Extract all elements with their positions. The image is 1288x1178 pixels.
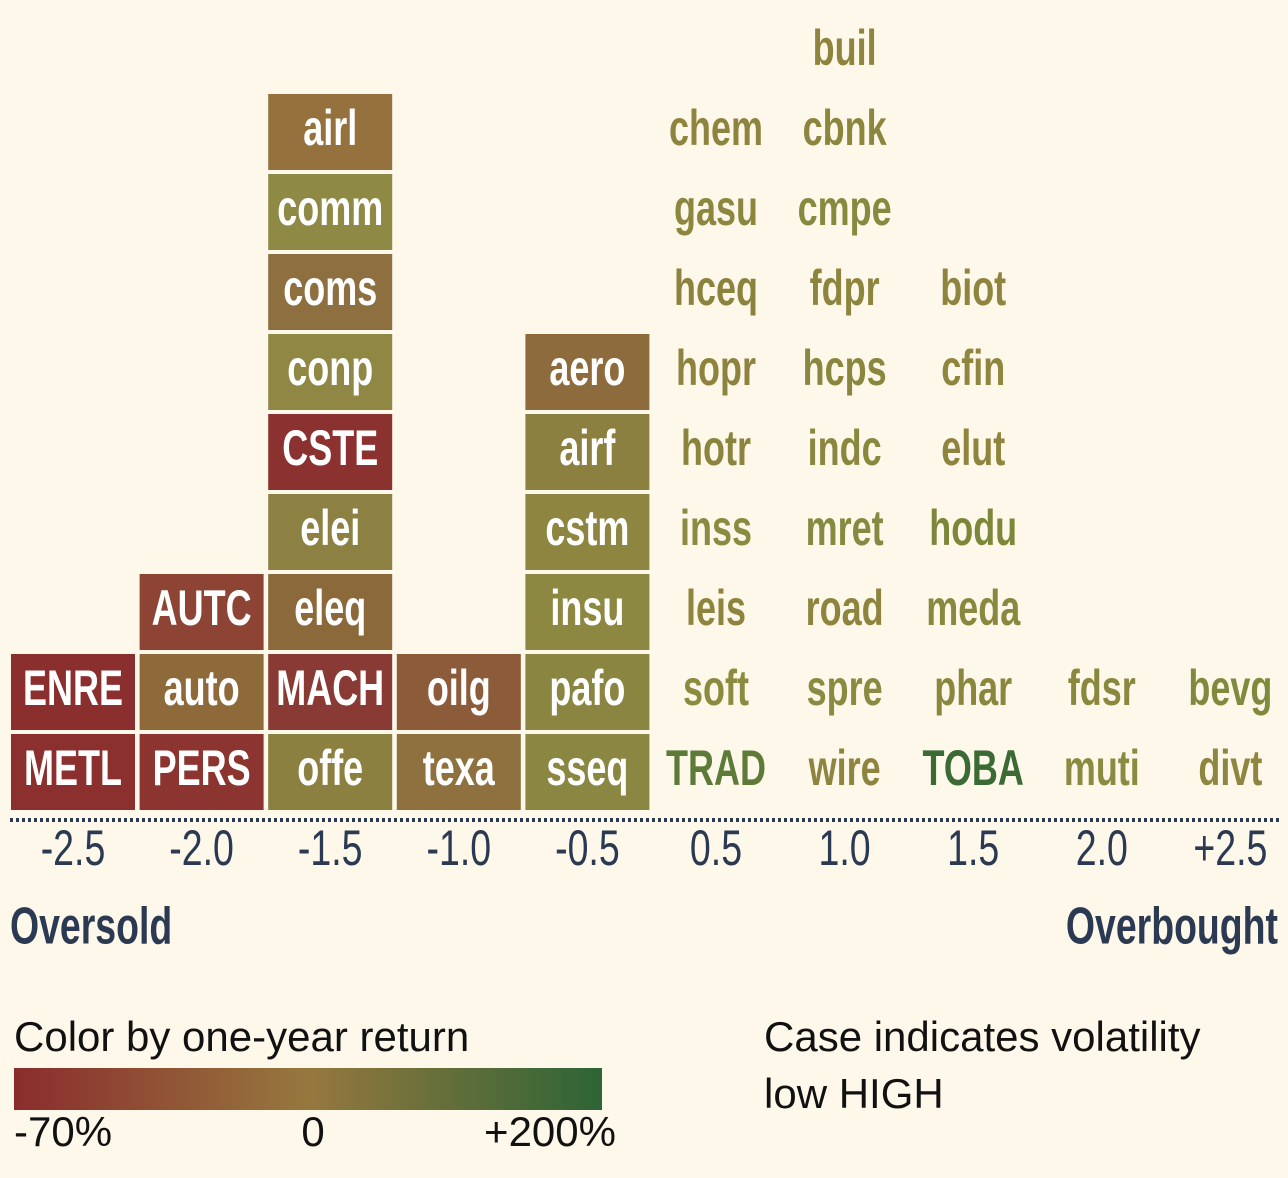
column-label: 0.5 [690,821,742,876]
tile [268,574,393,650]
tile-label: cfin [941,342,1005,397]
tile-label: inss [680,502,752,557]
column-label: -1.5 [298,821,363,876]
tile-label: elei [300,502,360,557]
column-label: 1.0 [819,821,871,876]
column-label: -2.5 [41,821,106,876]
tile-label: auto [164,662,240,717]
tile [396,654,521,730]
tile [525,414,650,490]
tile-label: eleq [294,582,366,637]
tile [268,414,393,490]
tile [268,94,393,170]
tile [525,574,650,650]
tile-label: cmpe [798,182,892,237]
tile-label: leis [686,582,746,637]
tile-label: spre [807,662,883,717]
tile [139,654,264,730]
tile-label: mret [806,502,884,557]
tile-label: elut [941,422,1005,477]
tile-label: phar [934,662,1012,717]
tile-label: cstm [545,502,629,557]
tile-label: muti [1064,742,1140,797]
tile-label: meda [926,582,1021,637]
tile-label: airf [559,422,615,477]
tile-label: hceq [674,262,758,317]
tile-label: buil [813,22,877,77]
tile-label: TRAD [666,742,766,797]
tile-label: biot [940,262,1006,317]
tile-label: METL [24,742,122,797]
tile [11,654,135,730]
tile [268,254,393,330]
tile-label: soft [683,662,749,717]
column-label: -0.5 [555,821,620,876]
tile [396,734,521,810]
tile-label: road [806,582,884,637]
tile-label: wire [808,742,881,797]
tile-label: TOBA [923,742,1024,797]
tile-label: hcps [803,342,887,397]
tile-label: offe [297,742,363,797]
tile-label: airl [303,102,357,157]
tile-label: bevg [1188,662,1272,717]
tile-label: gasu [674,182,758,237]
tile-label: coms [283,262,377,317]
tile-label: conp [287,342,373,397]
tile-label: hopr [676,342,756,397]
legend-gradient [14,1068,602,1110]
tile [268,334,393,410]
column-label: 1.5 [947,821,999,876]
tile [268,494,393,570]
tile [139,734,264,810]
legend-tick: 0 [301,1108,324,1155]
tile [525,654,650,730]
tile [525,734,650,810]
tile-label: hodu [929,502,1017,557]
column-label: +2.5 [1193,821,1267,876]
tile-label: divt [1198,742,1262,797]
tile [268,174,393,250]
legend-tick: +200% [484,1108,616,1155]
column-label: -2.0 [169,821,234,876]
tile-label: MACH [276,662,384,717]
tile [525,334,650,410]
tile-label: sseq [546,742,628,797]
tile-label: fdsr [1068,662,1136,717]
tile-label: AUTC [152,582,252,637]
tile-label: cbnk [803,102,888,157]
tile-label: PERS [153,742,251,797]
tile [268,734,393,810]
tile-label: hotr [681,422,751,477]
case-note: Case indicates volatility [764,1013,1201,1060]
tile-label: CSTE [282,422,378,477]
left-label: Oversold [10,897,172,956]
tile-label: chem [669,102,763,157]
legend-tick: -70% [14,1108,112,1155]
column-label: 2.0 [1076,821,1128,876]
case-example: low HIGH [764,1070,944,1117]
tile [11,734,135,810]
tile-label: aero [549,342,625,397]
column-label: -1.0 [426,821,491,876]
tile-label: fdpr [810,262,880,317]
tile-label: ENRE [23,662,123,717]
tile-label: indc [808,422,882,477]
tile-label: pafo [549,662,625,717]
tile-label: oilg [427,662,491,717]
tile-label: texa [423,742,496,797]
tile [525,494,650,570]
tile [268,654,393,730]
legend-title: Color by one-year return [14,1013,469,1060]
tile-label: insu [550,582,624,637]
tile-label: comm [277,182,383,237]
right-label: Overbought [1066,897,1278,956]
tile [139,574,264,650]
